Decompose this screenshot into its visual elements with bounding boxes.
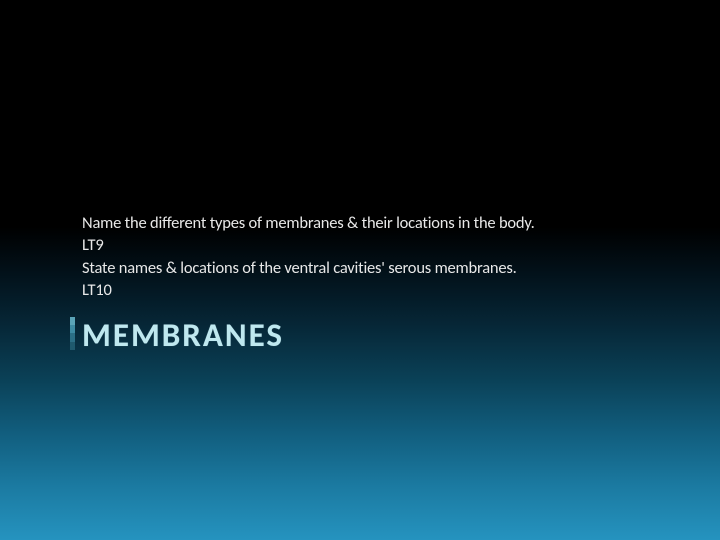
body-line-3: State names & locations of the ventral c… [82, 257, 660, 279]
body-line-2: LT9 [82, 234, 660, 256]
title-block: MEMBRANES [82, 315, 284, 355]
accent-bar-icon [70, 317, 75, 350]
slide: Name the different types of membranes & … [0, 0, 720, 540]
body-line-4: LT10 [82, 279, 660, 301]
body-line-1: Name the different types of membranes & … [82, 212, 660, 234]
slide-title: MEMBRANES [82, 315, 284, 355]
body-text-block: Name the different types of membranes & … [82, 212, 660, 301]
body-text: Name the different types of membranes & … [82, 212, 660, 301]
